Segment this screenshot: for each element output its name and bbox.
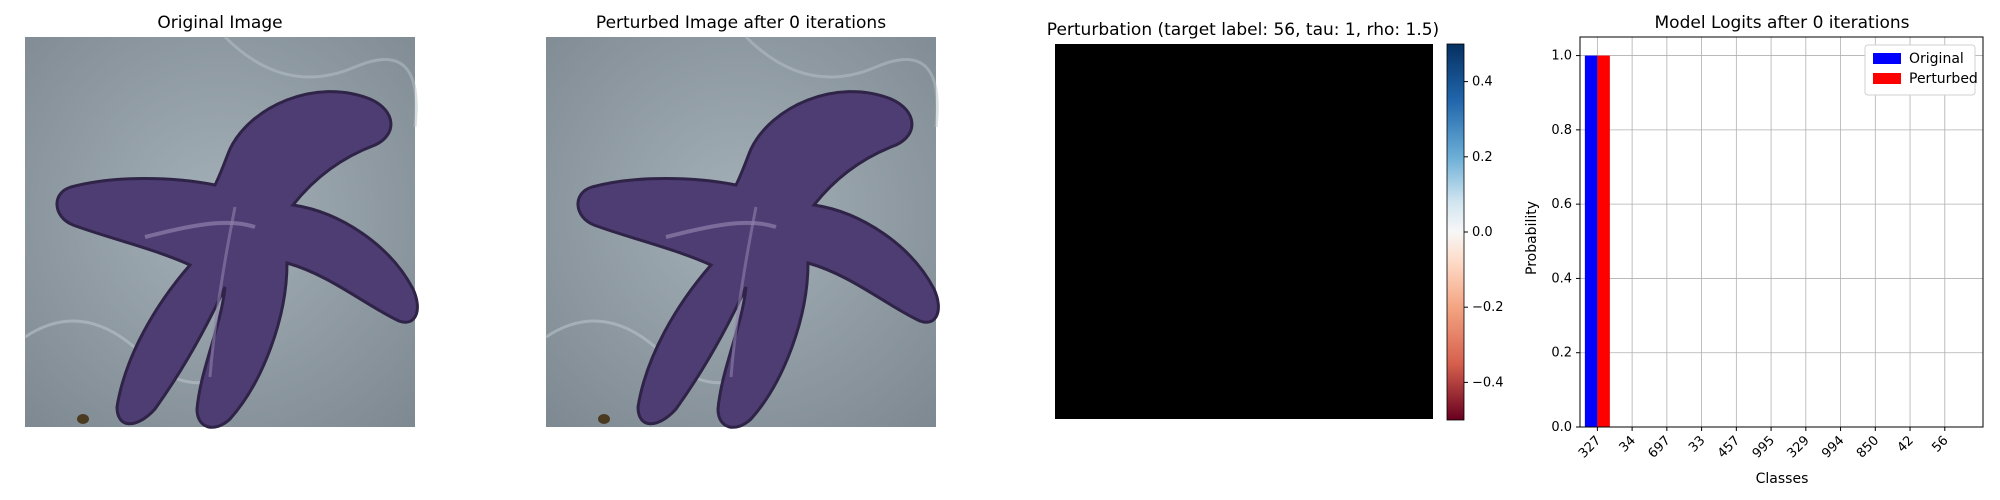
- colorbar-ticks: 0.4 0.2 0.0 −0.2 −0.4: [1464, 75, 1504, 390]
- legend-label-perturbed: Perturbed: [1909, 71, 1978, 87]
- perturbation-title: Perturbation (target label: 56, tau: 1, …: [1047, 20, 1439, 40]
- y-tick-label: 1.0: [1551, 49, 1572, 64]
- colorbar-tick-label: −0.2: [1472, 300, 1504, 315]
- legend-swatch-perturbed: [1873, 73, 1901, 84]
- colorbar-tick-label: 0.0: [1472, 225, 1493, 240]
- colorbar-tick-label: 0.4: [1472, 75, 1493, 90]
- x-tick-label: 697: [1646, 433, 1674, 461]
- x-axis-label: Classes: [1756, 471, 1809, 487]
- y-tick-label: 0.2: [1551, 346, 1572, 361]
- legend: Original Perturbed: [1864, 44, 1978, 96]
- bar-perturbed-327: [1597, 55, 1610, 427]
- legend-swatch-original: [1873, 53, 1901, 64]
- original-image-title: Original Image: [157, 13, 282, 33]
- x-tick-label: 850: [1854, 433, 1882, 461]
- bar-original-327: [1584, 55, 1598, 427]
- plot-area: [1580, 37, 1983, 427]
- x-tick-label: 457: [1715, 433, 1743, 461]
- colorbar-tick-label: 0.2: [1472, 150, 1493, 165]
- y-tick-label: 0.6: [1551, 197, 1572, 212]
- y-tick-label: 0.4: [1551, 271, 1572, 286]
- y-tick-label: 0.0: [1551, 420, 1572, 435]
- original-image: [24, 35, 419, 429]
- x-tick-label: 327: [1576, 433, 1604, 461]
- axes-frame: [1579, 36, 1984, 428]
- x-tick-label: 33: [1686, 433, 1708, 455]
- x-tick-label: 329: [1784, 433, 1812, 461]
- colorbar: 0.4 0.2 0.0 −0.2 −0.4: [1446, 43, 1504, 421]
- x-tick-label: 995: [1750, 433, 1778, 461]
- logits-chart: 0.0 0.2 0.4 0.6 0.8 1.0 327 34 697 33 457 995 329 994…: [1551, 36, 1984, 461]
- perturbed-image: [545, 35, 940, 429]
- x-tick-label: 994: [1819, 433, 1847, 461]
- x-tick-label: 34: [1617, 433, 1639, 455]
- legend-label-original: Original: [1909, 51, 1964, 67]
- x-tick-label: 42: [1895, 433, 1917, 455]
- logits-title: Model Logits after 0 iterations: [1655, 13, 1910, 33]
- y-axis-label: Probability: [1524, 201, 1540, 275]
- perturbation-image: [1055, 44, 1433, 419]
- x-tick-label: 56: [1929, 433, 1951, 455]
- colorbar-tick-label: −0.4: [1472, 375, 1504, 390]
- perturbed-image-title: Perturbed Image after 0 iterations: [596, 13, 886, 33]
- y-tick-label: 0.8: [1551, 123, 1572, 138]
